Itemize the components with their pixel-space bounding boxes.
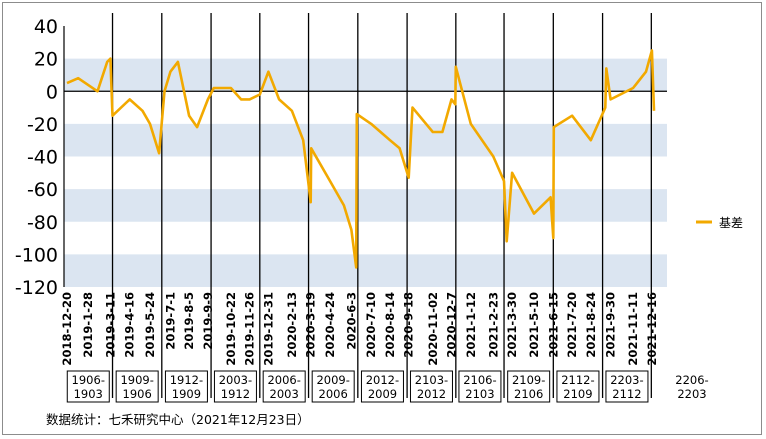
contract-box bbox=[360, 370, 404, 403]
grid-band bbox=[64, 254, 667, 287]
x-tick-label: 2019-10-22 bbox=[224, 292, 238, 366]
contract-label: 2012 bbox=[417, 387, 446, 401]
x-tick-label: 2020-6-3 bbox=[344, 292, 358, 350]
x-tick-label: 2020-3-19 bbox=[304, 292, 318, 358]
x-tick-label: 2018-12-20 bbox=[60, 292, 74, 366]
x-tick-label: 2021-1-12 bbox=[464, 292, 478, 358]
contract-label: 1909 bbox=[172, 387, 201, 401]
contract-box bbox=[262, 370, 306, 403]
x-tick-label: 2020-12-7 bbox=[445, 292, 459, 358]
contract-label: 1906 bbox=[123, 387, 152, 401]
contract-label: 2112 bbox=[612, 387, 641, 401]
x-tick-label: 2019-7-1 bbox=[163, 292, 177, 350]
grid-band bbox=[64, 58, 667, 92]
x-tick-label: 2020-8-14 bbox=[383, 292, 397, 358]
y-tick-label: -120 bbox=[15, 277, 58, 299]
y-tick-label: -40 bbox=[27, 147, 58, 169]
contract-label: 2006- bbox=[267, 373, 300, 387]
contract-label: 2009 bbox=[368, 387, 397, 401]
contract-label: 2206- bbox=[675, 373, 708, 387]
contract-label: 2109 bbox=[563, 387, 592, 401]
y-tick-label: -60 bbox=[27, 179, 58, 201]
x-tick-label: 2019-3-11 bbox=[103, 292, 117, 358]
contract-box bbox=[409, 370, 453, 403]
x-tick-label: 2021-9-30 bbox=[604, 292, 618, 358]
contract-label: 2003 bbox=[270, 387, 299, 401]
contract-label: 2112- bbox=[561, 373, 594, 387]
x-tick-label: 2020-4-24 bbox=[323, 292, 337, 358]
contract-box bbox=[507, 370, 551, 403]
x-tick-label: 2020-11-02 bbox=[426, 292, 440, 366]
contract-label: 1912 bbox=[221, 387, 250, 401]
x-tick-label: 2021-8-24 bbox=[584, 292, 598, 358]
chart-frame bbox=[2, 2, 762, 435]
x-tick-label: 2020-2-13 bbox=[285, 292, 299, 358]
contract-box bbox=[164, 370, 208, 403]
y-tick-label: -80 bbox=[27, 212, 58, 234]
source-note: 数据统计：七禾研究中心（2021年12月23日） bbox=[46, 412, 310, 427]
y-tick-label: 20 bbox=[34, 49, 58, 71]
x-tick-label: 2021-3-30 bbox=[505, 292, 519, 358]
contract-label: 2106 bbox=[514, 387, 543, 401]
x-tick-label: 2021-2-23 bbox=[486, 292, 500, 358]
x-tick-label: 2021-7-20 bbox=[565, 292, 579, 358]
contract-box bbox=[605, 370, 649, 403]
contract-box bbox=[556, 370, 600, 403]
contract-label: 2003- bbox=[219, 373, 252, 387]
contract-label: 1903 bbox=[74, 387, 103, 401]
series-line-basis bbox=[66, 49, 656, 269]
x-tick-label: 2021-5-10 bbox=[527, 292, 541, 358]
y-tick-label: 0 bbox=[46, 81, 58, 103]
y-tick-label: -20 bbox=[27, 114, 58, 136]
contract-label: 2103 bbox=[465, 387, 494, 401]
contract-label: 2109- bbox=[512, 373, 545, 387]
x-tick-label: 2021-6-15 bbox=[546, 292, 560, 358]
contract-label: 2203- bbox=[610, 373, 643, 387]
contract-box bbox=[458, 370, 502, 403]
contract-label: 2106- bbox=[463, 373, 496, 387]
contract-box bbox=[66, 370, 110, 403]
contract-label: 2012- bbox=[366, 373, 399, 387]
contract-label: 2009- bbox=[316, 373, 349, 387]
contract-label: 1906- bbox=[72, 373, 105, 387]
contract-label: 2203 bbox=[677, 387, 706, 401]
contract-box bbox=[213, 370, 257, 403]
x-tick-label: 2019-11-26 bbox=[243, 292, 257, 366]
contract-box bbox=[115, 370, 159, 403]
x-tick-label: 2021-12-16 bbox=[645, 292, 659, 366]
grid-band bbox=[64, 123, 667, 157]
x-tick-label: 2019-1-28 bbox=[81, 292, 95, 358]
contract-box bbox=[311, 370, 355, 403]
contract-label: 2103- bbox=[415, 373, 448, 387]
contract-label: 2006 bbox=[319, 387, 348, 401]
contract-label: 1909- bbox=[120, 373, 153, 387]
legend-label: 基差 bbox=[719, 216, 743, 230]
contract-label: 1912- bbox=[170, 373, 203, 387]
x-tick-label: 2020-9-18 bbox=[402, 292, 416, 358]
x-tick-label: 2021-11-11 bbox=[626, 292, 640, 366]
x-tick-label: 2020-7-10 bbox=[364, 292, 378, 358]
x-tick-label: 2019-12-31 bbox=[261, 292, 275, 366]
x-tick-label: 2019-4-16 bbox=[123, 292, 137, 358]
x-tick-label: 2019-8-5 bbox=[182, 292, 196, 350]
x-tick-label: 2019-5-24 bbox=[143, 292, 157, 358]
grid-band bbox=[64, 189, 667, 222]
y-tick-label: 40 bbox=[34, 16, 58, 38]
y-tick-label: -100 bbox=[15, 244, 58, 266]
x-tick-label: 2019-9-9 bbox=[201, 292, 215, 350]
